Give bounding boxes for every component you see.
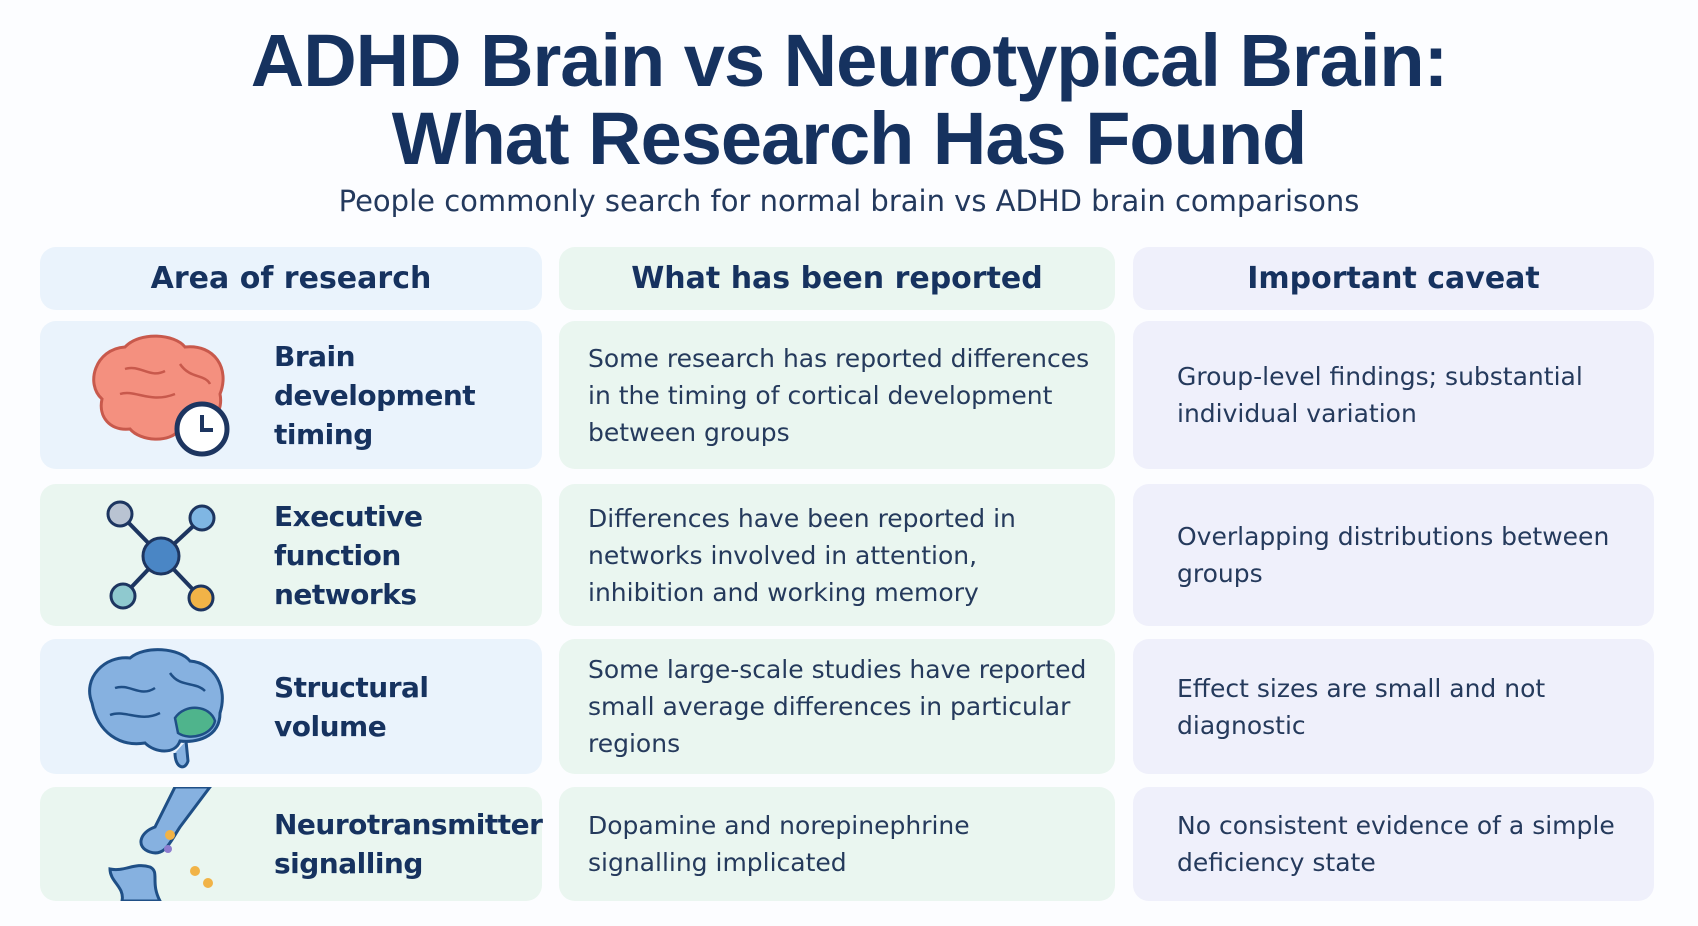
brain-icon (88, 648, 224, 769)
row-cell: Differences have been reported in networ… (559, 484, 1115, 626)
network-icon (106, 500, 216, 612)
title-line: ADHD Brain vs Neurotypical Brain: (250, 19, 1449, 102)
row-cell: Overlapping distributions between groups (1133, 484, 1654, 626)
row-label: Neurotransmitter signalling (274, 808, 543, 880)
row-cell: Some large-scale studies have reported s… (559, 639, 1115, 774)
row-label: Brain development timing (274, 339, 476, 451)
row-cell: Neurotransmitter signalling (40, 787, 543, 901)
row-cell: Group-level findings; substantial indivi… (1133, 321, 1654, 469)
subtitle: People commonly search for normal brain … (338, 184, 1360, 218)
column-header: What has been reported (559, 247, 1115, 310)
column-header: Important caveat (1133, 247, 1654, 310)
column-header: Area of research (40, 247, 542, 310)
synapse-icon (108, 787, 213, 901)
row-cell: Structural volume (40, 639, 542, 774)
row-cell: Executive function networks (40, 484, 542, 626)
row-label: Executive function networks (274, 499, 423, 611)
row-cell: Some research has reported differences i… (559, 321, 1115, 469)
brain-clock-icon (92, 334, 230, 457)
row-cell: Dopamine and norepinephrine signalling i… (559, 787, 1115, 901)
row-cell: Effect sizes are small and not diagnosti… (1133, 639, 1654, 774)
row-label: Structural volume (274, 670, 429, 743)
row-cell: No consistent evidence of a simple defic… (1133, 787, 1654, 901)
title-line: What Research Has Found (391, 97, 1308, 180)
row-cell: Brain development timing (40, 321, 542, 469)
